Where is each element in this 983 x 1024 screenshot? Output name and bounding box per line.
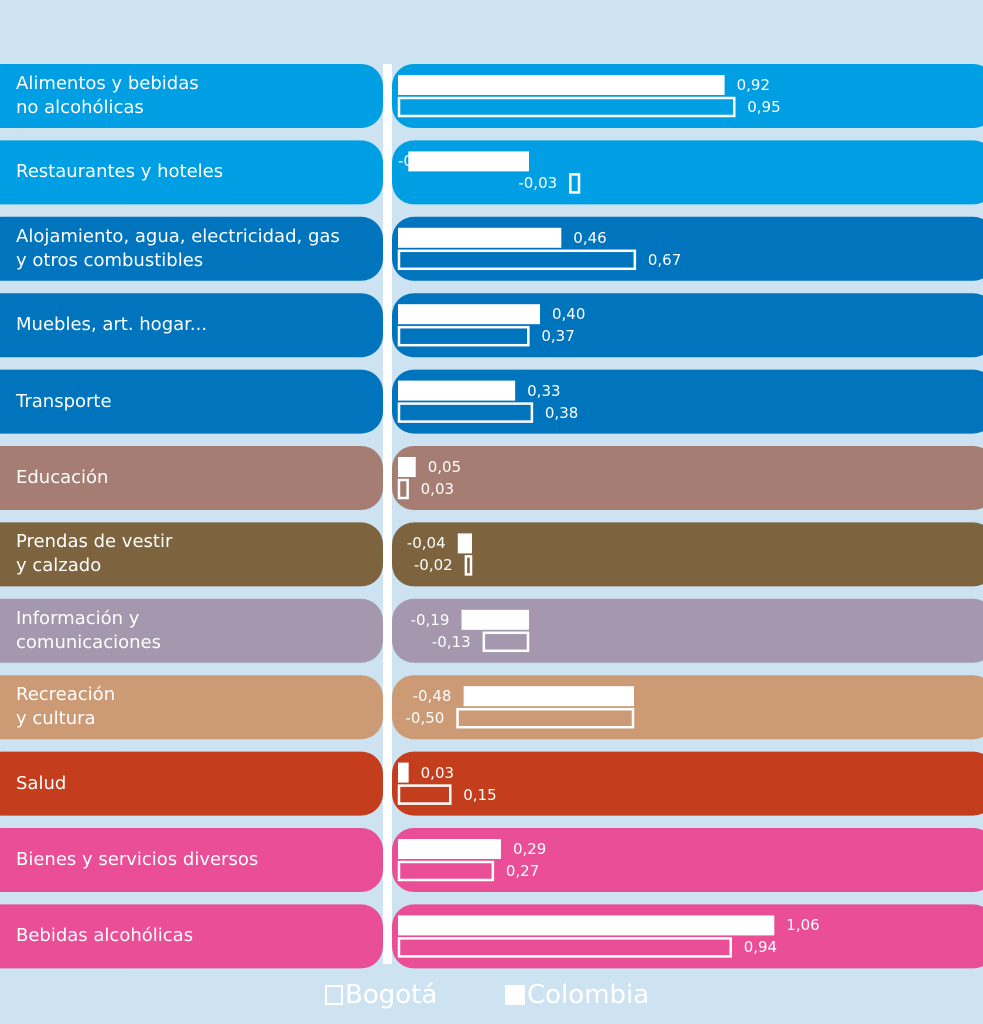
bar-colombia bbox=[398, 304, 540, 325]
row-label-panel bbox=[0, 751, 383, 816]
row-bar-panel bbox=[392, 64, 983, 128]
category-label: Educación bbox=[16, 467, 109, 488]
row-label-panel bbox=[0, 216, 383, 281]
row-bar-panel bbox=[392, 675, 983, 740]
value-label: 0,67 bbox=[647, 250, 682, 269]
value-label: 1,06 bbox=[786, 916, 820, 935]
value-label: -0,19 bbox=[410, 610, 450, 629]
value-label: 0,92 bbox=[736, 76, 770, 94]
row-label-panel bbox=[0, 522, 383, 587]
row-bar-panel bbox=[392, 904, 983, 969]
category-label: Transporte bbox=[16, 390, 112, 412]
row-bar-panel bbox=[392, 598, 983, 663]
bar-colombia bbox=[457, 533, 472, 554]
row-label-panel bbox=[0, 598, 383, 663]
divider bbox=[383, 64, 392, 964]
legend-bogota: Bogotá bbox=[325, 980, 437, 1010]
value-label: 0,33 bbox=[527, 381, 561, 400]
bar-bogota bbox=[464, 555, 473, 576]
value-label: -0,50 bbox=[405, 709, 445, 728]
row-label-panel bbox=[0, 293, 383, 358]
bar-bogota bbox=[397, 402, 534, 423]
value-label: -0,34 bbox=[398, 152, 437, 171]
row-bar-panel bbox=[392, 446, 983, 510]
bar-bogota bbox=[397, 784, 452, 805]
bar-bogota bbox=[456, 707, 635, 729]
row-bar-panel bbox=[392, 369, 983, 434]
bar-bogota bbox=[397, 96, 736, 118]
value-label: 0,15 bbox=[463, 785, 497, 804]
bar-colombia bbox=[398, 457, 416, 477]
value-label: 0,94 bbox=[743, 938, 778, 957]
row-bar-panel bbox=[392, 522, 983, 587]
bar-bogota bbox=[482, 631, 530, 653]
bar-colombia bbox=[398, 75, 725, 95]
row-bar-panel bbox=[392, 293, 983, 358]
bar-colombia bbox=[408, 151, 529, 172]
value-label: -0,04 bbox=[406, 534, 446, 553]
row-label-panel bbox=[0, 140, 383, 205]
row-label-panel bbox=[0, 369, 383, 434]
value-label: 0,38 bbox=[544, 403, 579, 422]
value-label: -0,03 bbox=[518, 174, 558, 193]
value-label: 0,03 bbox=[420, 480, 455, 498]
row-bar-panel bbox=[392, 216, 983, 281]
bar-colombia bbox=[398, 227, 562, 248]
category-label: Bienes y servicios diversos bbox=[16, 849, 259, 870]
bar-bogota bbox=[569, 173, 581, 194]
bar-bogota bbox=[397, 937, 732, 958]
row-bar-panel bbox=[392, 751, 983, 816]
value-label: -0,48 bbox=[412, 687, 452, 706]
legend-colombia-label: Colombia bbox=[527, 980, 650, 1010]
row-label-panel bbox=[0, 446, 383, 510]
bar-colombia bbox=[398, 762, 409, 783]
value-label: 0,05 bbox=[427, 458, 462, 476]
category-label: Alojamiento, agua, electricidad, gas y o… bbox=[16, 225, 340, 271]
value-label: 0,46 bbox=[573, 228, 607, 247]
row-label-panel bbox=[0, 675, 383, 740]
category-label: Restaurantes y hoteles bbox=[16, 161, 224, 183]
value-label: 0,27 bbox=[505, 862, 540, 880]
value-label: -0,02 bbox=[413, 556, 453, 575]
bar-colombia bbox=[461, 609, 529, 630]
value-label: -0,13 bbox=[431, 632, 471, 651]
row-label-panel bbox=[0, 828, 383, 892]
bar-bogota bbox=[397, 478, 409, 500]
value-label: 0,29 bbox=[512, 840, 547, 858]
category-label: Muebles, art. hogar... bbox=[16, 314, 208, 336]
value-label: 0,37 bbox=[541, 327, 575, 346]
bar-colombia bbox=[398, 380, 516, 401]
row-label-panel bbox=[0, 64, 383, 128]
legend-outline-swatch bbox=[325, 985, 343, 1005]
bar-colombia bbox=[398, 915, 775, 936]
category-label: Prendas de vestir y calzado bbox=[16, 531, 173, 577]
category-label: Información y comunicaciones bbox=[16, 607, 161, 653]
category-label: Bebidas alcohólicas bbox=[16, 925, 194, 947]
bar-bogota bbox=[397, 249, 637, 271]
legend-bogota-label: Bogotá bbox=[345, 980, 438, 1010]
row-label-panel bbox=[0, 904, 383, 969]
legend-colombia: Colombia bbox=[505, 980, 649, 1010]
value-label: 0,40 bbox=[552, 305, 586, 324]
category-label: Salud bbox=[16, 772, 67, 794]
bar-bogota bbox=[397, 325, 530, 347]
category-label: Recreación y cultura bbox=[16, 684, 116, 730]
category-label: Alimentos y bebidas no alcohólicas bbox=[16, 73, 199, 118]
legend-filled-swatch bbox=[505, 985, 525, 1005]
row-bar-panel bbox=[392, 828, 983, 892]
bar-colombia bbox=[398, 839, 501, 859]
value-label: 0,95 bbox=[747, 98, 781, 116]
row-bar-panel bbox=[392, 140, 983, 205]
bar-colombia bbox=[463, 686, 634, 707]
bar-bogota bbox=[397, 860, 495, 882]
value-label: 0,03 bbox=[420, 763, 455, 782]
